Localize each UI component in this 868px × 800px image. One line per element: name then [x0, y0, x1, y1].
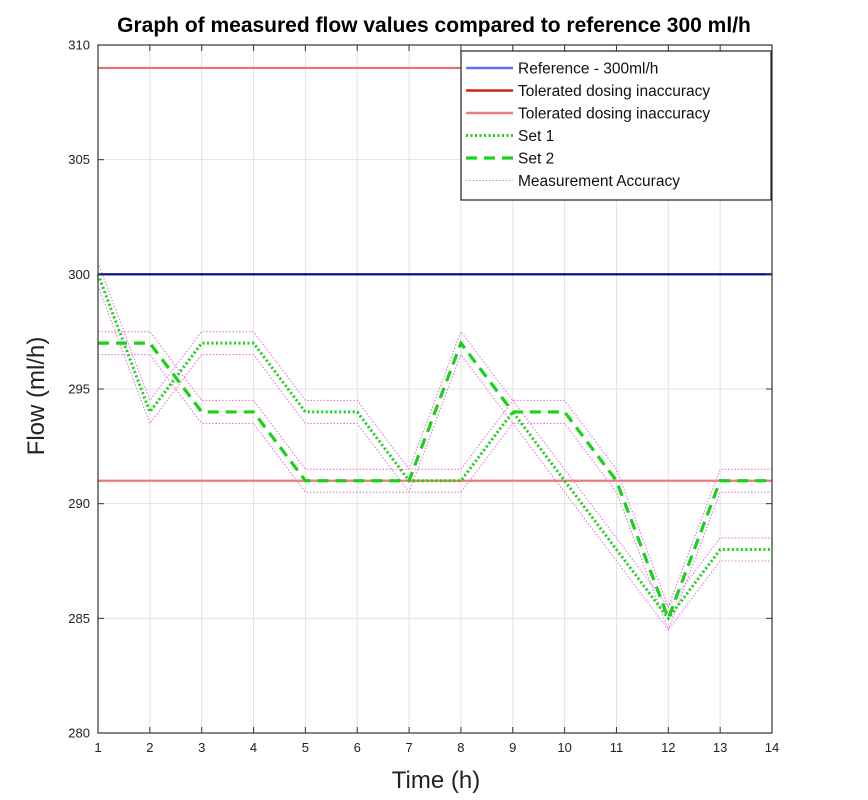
x-tick-label: 13 [713, 740, 727, 755]
x-tick-label: 2 [146, 740, 153, 755]
legend-entry-label: Measurement Accuracy [518, 173, 680, 190]
x-tick-label: 1 [94, 740, 101, 755]
measurement-accuracy-line [98, 330, 772, 609]
legend-entry-label: Tolerated dosing inaccuracy [518, 83, 710, 100]
x-tick-label: 4 [250, 740, 257, 755]
y-tick-label: 300 [68, 267, 90, 282]
legend-entry-label: Tolerated dosing inaccuracy [518, 106, 710, 123]
x-tick-label: 9 [509, 740, 516, 755]
x-ticks: 1 2 3 4 5 6 7 8 9 10 11 12 13 14 [94, 740, 779, 755]
x-tick-label: 10 [557, 740, 571, 755]
x-axis-label: Time (h) [392, 767, 480, 794]
legend-entry-label: Reference - 300ml/h [518, 61, 658, 78]
y-tick-label: 285 [68, 611, 90, 626]
x-tick-label: 8 [457, 740, 464, 755]
series-line-5 [98, 339, 772, 623]
axes [97, 44, 773, 734]
legend-entry-label: Set 1 [518, 128, 554, 145]
chart-title: Graph of measured flow values compared t… [117, 14, 751, 37]
series-line-4 [96, 273, 772, 621]
x-tick-label: 3 [198, 740, 205, 755]
legend-entry-label: Set 2 [518, 151, 554, 168]
measurement-accuracy-line [97, 285, 772, 631]
y-tick-label: 310 [68, 38, 90, 53]
x-tick-label: 6 [354, 740, 361, 755]
x-tick-label: 11 [610, 740, 624, 755]
y-tick-label: 290 [68, 496, 90, 511]
y-axis-label: Flow (ml/h) [23, 337, 50, 456]
x-tick-label: 12 [661, 740, 675, 755]
y-tick-label: 280 [68, 726, 90, 741]
y-tick-label: 295 [68, 382, 90, 397]
x-tick-label: 5 [302, 740, 309, 755]
x-tick-label: 7 [405, 740, 412, 755]
y-tick-label: 305 [68, 152, 90, 167]
legend-box [460, 50, 772, 201]
measurement-accuracy-line [98, 353, 772, 632]
legend: Reference - 300ml/h Tolerated dosing inac… [460, 50, 772, 201]
x-tick-label: 14 [765, 740, 779, 755]
y-ticks: 280 285 290 295 300 305 310 [68, 38, 90, 741]
series-layer [96, 66, 772, 632]
